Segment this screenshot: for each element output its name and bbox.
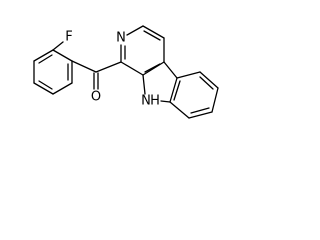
bond [38,80,53,90]
bond [33,49,54,62]
atom-label: F [65,30,72,45]
bond [211,87,219,113]
bond [95,61,122,73]
bond [126,25,144,36]
bond [120,61,144,76]
bond [176,71,201,79]
bond [144,63,161,73]
bond [199,71,219,89]
atom-label: N [141,94,151,109]
bond [173,80,181,101]
bond [142,74,146,95]
bond [163,61,178,79]
bond [188,111,213,119]
bond [143,30,161,41]
bond [199,76,214,90]
bond [169,101,190,119]
bond [160,100,171,103]
bonds [33,25,219,119]
bond [33,82,54,95]
atom-label: O [91,90,101,105]
bond [52,49,73,62]
bond [71,60,97,73]
molecule-diagram: F N O N H [33,25,219,119]
bond [142,25,165,39]
bond [190,107,210,114]
bond [38,54,53,64]
bond [52,82,73,95]
atom-label: H [150,94,160,109]
bond [142,61,165,76]
bond [52,41,64,51]
bond [169,77,178,103]
atom-label: N [116,31,126,46]
